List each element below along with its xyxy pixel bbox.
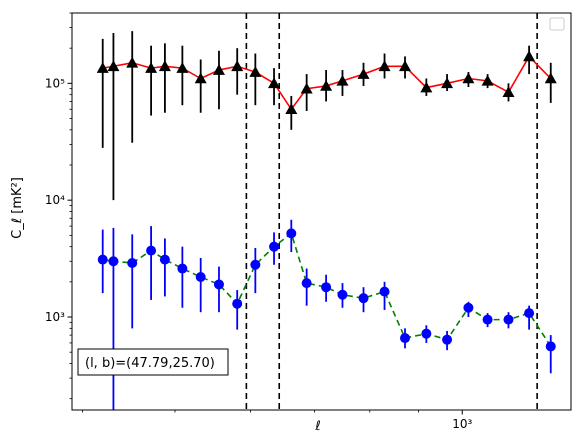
legend-box — [549, 17, 565, 31]
series-1-point — [442, 334, 453, 345]
series-1-point — [400, 333, 411, 344]
series-0-point — [544, 72, 557, 84]
series-1-point — [146, 245, 157, 256]
series-0-point — [231, 60, 244, 72]
series-1-point — [232, 298, 243, 309]
series-1-point — [286, 228, 297, 239]
series-0-point — [176, 62, 189, 73]
series-0-point — [300, 82, 313, 94]
series-0-point — [441, 77, 454, 89]
series-1-point — [195, 272, 206, 283]
x-tick-label: 10³ — [452, 417, 472, 431]
series-0-point — [249, 66, 262, 77]
series-1-point — [379, 286, 390, 297]
series-1-point — [337, 289, 348, 300]
series-0-point — [158, 60, 171, 72]
series-0-point — [420, 81, 433, 93]
series-0-point — [399, 60, 412, 72]
series-1-point — [482, 314, 493, 325]
series-1-point — [545, 341, 556, 352]
series-1-point — [358, 293, 369, 304]
series-0-point — [502, 86, 515, 97]
axis-ticks: 10³ 10³ 10⁴ 10⁵ — [45, 12, 472, 431]
series-1-point — [108, 256, 119, 267]
series-1-point — [159, 254, 170, 265]
series-0-point — [194, 72, 207, 84]
series-0-point — [336, 74, 349, 86]
annotation-text: (l, b)=(47.79,25.70) — [85, 356, 215, 371]
series-0-point — [462, 72, 475, 84]
y-tick-label: 10⁴ — [45, 193, 65, 207]
series-1-point — [421, 328, 432, 339]
series-1-point — [177, 263, 188, 274]
y-tick-label: 10³ — [45, 310, 65, 324]
series-0-point — [378, 60, 391, 72]
series-1-point — [250, 259, 261, 270]
series-0-point — [357, 68, 370, 79]
series-1-point — [127, 257, 138, 268]
series-0-point — [212, 64, 225, 75]
series-1-point — [463, 302, 474, 313]
series-0-point — [107, 60, 120, 72]
series-1-point — [301, 278, 312, 289]
series-0-point — [96, 62, 109, 73]
series-1-point — [269, 241, 280, 252]
y-tick-label: 10⁵ — [45, 76, 65, 90]
series-1-point — [97, 254, 108, 265]
annotation-box: (l, b)=(47.79,25.70) — [77, 348, 229, 376]
series-0-point — [145, 62, 158, 73]
series-0-point — [126, 56, 139, 68]
series-1-point — [321, 282, 332, 293]
series-0-point — [320, 79, 333, 91]
series-0-point — [481, 74, 494, 86]
series-1-point — [503, 314, 514, 325]
series-1-point — [213, 279, 224, 290]
x-axis-label: ℓ — [314, 419, 320, 434]
data-marks — [96, 13, 557, 410]
series-1-point — [524, 308, 535, 319]
series-0-point — [523, 50, 536, 62]
series-0-point — [285, 103, 298, 115]
y-axis-label: C_ℓ [mK²] — [10, 177, 25, 239]
series-0-point — [268, 77, 281, 89]
